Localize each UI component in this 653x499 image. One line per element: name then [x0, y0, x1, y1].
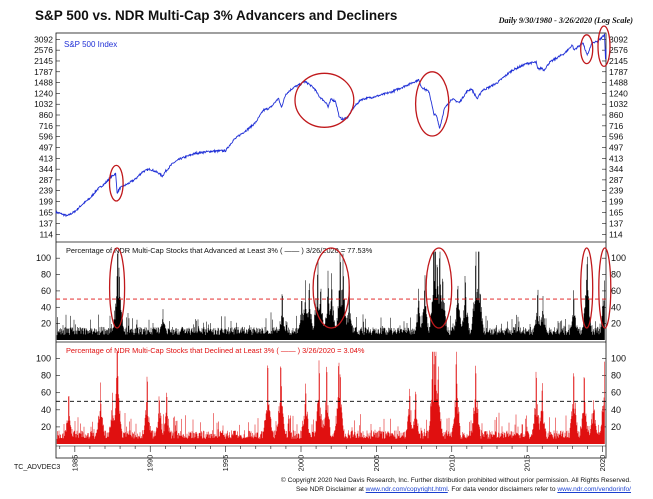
- chart-subtitle: Daily 9/30/1980 - 3/26/2020 (Log Scale): [498, 16, 633, 25]
- y-tick-label-right: 100: [611, 354, 626, 364]
- y-tick-label-right: 40: [611, 302, 621, 312]
- y-tick-label-left: 239: [39, 186, 53, 196]
- y-tick-label-right: 60: [611, 388, 621, 398]
- y-tick-label-right: 80: [611, 270, 621, 280]
- copyright-link[interactable]: www.ndr.com/copyright.html: [365, 486, 448, 493]
- y-tick-label-right: 80: [611, 371, 621, 381]
- y-tick-label-right: 20: [611, 422, 621, 432]
- y-tick-label-right: 1787: [609, 67, 628, 77]
- y-tick-label-right: 1240: [609, 88, 628, 98]
- y-tick-label-right: 137: [609, 219, 623, 229]
- y-tick-label-left: 40: [41, 405, 51, 415]
- y-tick-label-left: 80: [41, 371, 51, 381]
- x-tick-label-2015: 2015: [523, 455, 532, 472]
- highlight-circle-2008-financial-crisis: [414, 71, 450, 137]
- x-tick-label-1990: 1990: [146, 455, 155, 472]
- y-tick-label-left: 40: [41, 302, 51, 312]
- y-tick-label-left: 497: [39, 142, 53, 152]
- footer-copyright: © Copyright 2020 Ned Davis Research, Inc…: [280, 477, 631, 484]
- vendor-info-link[interactable]: www.ndr.com/vendorinfo/: [557, 486, 631, 493]
- highlight-circle-2000-2002-bear-market: [294, 72, 355, 128]
- chart-code: TC_ADVDEC3: [14, 464, 61, 471]
- y-tick-label-left: 2576: [34, 45, 53, 55]
- x-tick-label-1995: 1995: [221, 455, 230, 472]
- footer-prefix: See NDR Disclaimer at: [296, 486, 366, 493]
- y-tick-label-left: 3092: [34, 34, 53, 44]
- y-tick-label-left: 60: [41, 286, 51, 296]
- advancers-bars: [56, 251, 605, 340]
- y-tick-label-right: 3092: [609, 34, 628, 44]
- y-tick-label-left: 20: [41, 422, 51, 432]
- x-tick-label-2000: 2000: [297, 455, 306, 472]
- y-tick-label-left: 860: [39, 110, 53, 120]
- y-tick-label-right: 20: [611, 319, 621, 329]
- y-tick-label-right: 287: [609, 175, 623, 185]
- y-tick-label-left: 100: [36, 253, 51, 263]
- advancers-panel: 20 20 40 40 60 60 80 80 100 100 Percentage of NDR …: [36, 246, 626, 340]
- y-tick-label-left: 60: [41, 388, 51, 398]
- y-tick-label-left: 80: [41, 270, 51, 280]
- advancers-panel-title: Percentage of NDR Multi-Cap Stocks that …: [66, 246, 373, 255]
- x-axis: 1985 1990 1995 2000 2005 2010 2015 2020: [59, 446, 607, 472]
- y-tick-label-left: 2145: [34, 56, 53, 66]
- highlight-circle-2001-2002: [312, 247, 350, 329]
- footer-middle: . For data vendor disclaimers refer to: [447, 486, 558, 493]
- y-tick-label-left: 287: [39, 175, 53, 185]
- highlight-circle-2020: [598, 247, 612, 329]
- highlight-circle-2018: [580, 247, 594, 329]
- y-tick-label-right: 860: [609, 110, 623, 120]
- y-tick-label-left: 1240: [34, 88, 53, 98]
- highlight-circle-2008-2009: [425, 247, 453, 329]
- y-tick-label-right: 100: [611, 253, 626, 263]
- y-tick-label-left: 1032: [34, 99, 53, 109]
- y-tick-label-left: 114: [39, 229, 53, 239]
- decliners-panel-title: Percentage of NDR Multi-Cap Stocks that …: [66, 346, 365, 355]
- y-tick-label-left: 20: [41, 319, 51, 329]
- y-tick-label-right: 1032: [609, 99, 628, 109]
- y-tick-label-right: 1488: [609, 78, 628, 88]
- y-tick-label-right: 413: [609, 153, 623, 163]
- x-tick-label-1985: 1985: [70, 455, 79, 472]
- sp500-series-label: S&P 500 Index: [64, 40, 117, 49]
- y-tick-label-left: 199: [39, 197, 53, 207]
- y-tick-label-right: 716: [609, 121, 623, 131]
- footer-disclaimer: See NDR Disclaimer at www.ndr.com/copyri…: [296, 486, 631, 493]
- y-tick-label-left: 716: [39, 121, 53, 131]
- highlight-circle-1987: [108, 247, 126, 329]
- y-tick-label-right: 165: [609, 208, 623, 218]
- y-tick-label-right: 2576: [609, 45, 628, 55]
- sp500-line: [55, 33, 607, 218]
- highlight-circle-1987-crash: [108, 164, 124, 202]
- y-tick-label-right: 596: [609, 132, 623, 142]
- y-tick-label-right: 497: [609, 142, 623, 152]
- y-tick-label-left: 137: [39, 219, 53, 229]
- y-tick-label-left: 413: [39, 153, 53, 163]
- highlight-circle-2020-selloff: [597, 25, 611, 68]
- y-tick-label-right: 2145: [609, 56, 628, 66]
- y-tick-label-left: 344: [39, 164, 53, 174]
- y-tick-label-left: 596: [39, 132, 53, 142]
- y-tick-label-left: 100: [36, 354, 51, 364]
- x-tick-label-2005: 2005: [372, 455, 381, 472]
- y-tick-label-right: 40: [611, 405, 621, 415]
- decliners-panel: 20 20 40 40 60 60 80 80 100 100 Percentage of NDR …: [36, 346, 626, 444]
- chart-title: S&P 500 vs. NDR Multi-Cap 3% Advancers a…: [35, 8, 398, 23]
- x-tick-label-2020: 2020: [598, 455, 607, 472]
- y-tick-label-left: 165: [39, 208, 53, 218]
- y-tick-label-right: 344: [609, 164, 623, 174]
- y-tick-label-right: 199: [609, 197, 623, 207]
- highlight-circle-2018-selloff: [580, 34, 594, 65]
- decliners-bars: [56, 351, 605, 444]
- y-tick-label-right: 239: [609, 186, 623, 196]
- y-tick-label-left: 1787: [34, 67, 53, 77]
- x-tick-label-2010: 2010: [447, 455, 456, 472]
- y-tick-label-right: 114: [609, 229, 623, 239]
- y-tick-label-left: 1488: [34, 78, 53, 88]
- y-tick-label-right: 60: [611, 286, 621, 296]
- plot-frame: [55, 32, 607, 459]
